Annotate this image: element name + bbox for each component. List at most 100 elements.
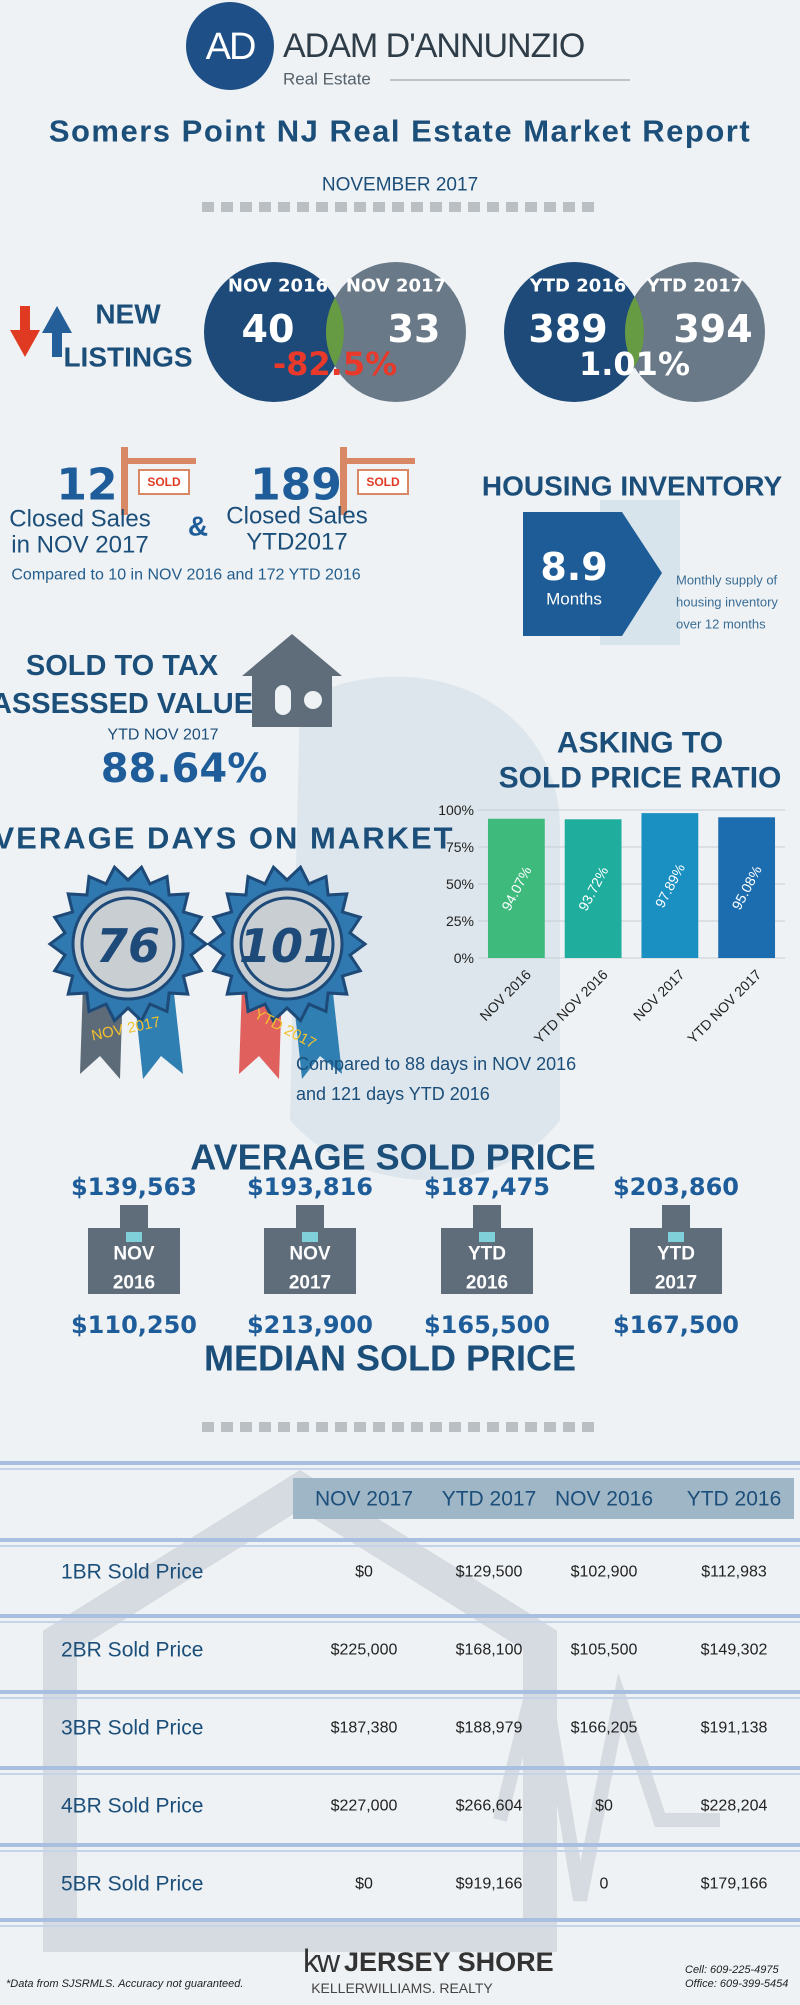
sign-arm [121, 458, 196, 464]
inventory-box [523, 512, 662, 636]
brand-name: ADAM D'ANNUNZIO [283, 27, 584, 65]
y-tick-label: 25% [446, 913, 474, 929]
venn-right [326, 262, 466, 402]
closed-value: 189 [250, 460, 342, 511]
table-cell: $919,166 [456, 1876, 523, 1893]
inventory-note: housing inventory [676, 595, 778, 610]
dash [240, 1422, 252, 1432]
row-label: 5BR Sold Price [61, 1873, 203, 1896]
inventory-note: Monthly supply of [676, 573, 778, 588]
closed-label: Closed Sales [226, 503, 367, 530]
table-cell: $168,100 [456, 1642, 523, 1659]
table-cell: $187,380 [331, 1720, 398, 1737]
listings-label: LISTINGS [63, 342, 192, 373]
table-rule [0, 1621, 800, 1623]
badge-value: 101 [239, 919, 335, 973]
table-cell: $149,302 [701, 1642, 768, 1659]
table-rule [0, 1614, 800, 1618]
table-header: NOV 2016 [555, 1488, 653, 1511]
table-header: NOV 2017 [315, 1488, 413, 1511]
dash [335, 202, 347, 212]
dash [506, 202, 518, 212]
bar [487, 818, 545, 958]
building-label: NOV [289, 1244, 331, 1265]
table-cell: $191,138 [701, 1720, 768, 1737]
kw-sub: KELLERWILLIAMS. REALTY [311, 1980, 493, 1996]
dom-title: AVERAGE DAYS ON MARKET [0, 821, 455, 856]
table-header: YTD 2016 [687, 1488, 782, 1511]
dash [411, 1422, 423, 1432]
dash [430, 202, 442, 212]
dash [582, 1422, 594, 1432]
watermark-house [43, 1469, 557, 1952]
table-rule [0, 1461, 800, 1465]
tax-door [275, 685, 291, 715]
dash [392, 202, 404, 212]
dash [430, 1422, 442, 1432]
venn-value: 389 [528, 307, 607, 351]
building-window [668, 1232, 684, 1242]
dash [525, 202, 537, 212]
dash [240, 202, 252, 212]
median-price: $110,250 [71, 1311, 197, 1339]
table-rule [0, 1766, 800, 1770]
dash [449, 202, 461, 212]
y-tick-label: 100% [438, 802, 474, 818]
arrow-up [42, 306, 72, 357]
tax-value: 88.64% [101, 746, 268, 792]
dash [563, 1422, 575, 1432]
table-cell: $179,166 [701, 1876, 768, 1893]
venn-label: NOV 2016 [228, 276, 328, 297]
median-title: MEDIAN SOLD PRICE [204, 1338, 576, 1379]
chart-title: SOLD PRICE RATIO [499, 762, 782, 795]
building-label: YTD [468, 1244, 506, 1265]
table-cell: $112,983 [701, 1564, 767, 1581]
row-label: 4BR Sold Price [61, 1795, 203, 1818]
watermark-line [493, 1658, 720, 1902]
closed-comparison: Compared to 10 in NOV 2016 and 172 YTD 2… [11, 567, 360, 584]
closed-value: 12 [56, 460, 117, 511]
dash [316, 202, 328, 212]
listings-label: NEW [95, 299, 161, 330]
dash [449, 1422, 461, 1432]
table-cell: $166,205 [571, 1720, 638, 1737]
table-cell: $228,204 [701, 1798, 768, 1815]
kw-logo: kw [303, 1943, 341, 1979]
ampersand: & [188, 511, 208, 542]
badge-ring [239, 896, 335, 992]
footer-note: *Data from SJSRMLS. Accuracy not guarant… [6, 1978, 243, 1990]
table-cell: $227,000 [331, 1798, 398, 1815]
y-tick-label: 75% [446, 839, 474, 855]
row-label: 1BR Sold Price [61, 1561, 203, 1584]
average-price: $203,860 [613, 1173, 739, 1201]
kw-brand: JERSEY SHORE [344, 1947, 554, 1977]
dash [544, 1422, 556, 1432]
badge-inner [230, 887, 344, 1001]
y-tick-label: 50% [446, 876, 474, 892]
dash [297, 202, 309, 212]
inventory-unit: Months [546, 590, 602, 609]
dash [335, 1422, 347, 1432]
sign-text: SOLD [147, 475, 181, 489]
table-rule [0, 1925, 800, 1927]
row-label: 3BR Sold Price [61, 1717, 203, 1740]
badge-value: 76 [96, 919, 160, 973]
table-cell: $266,604 [456, 1798, 523, 1815]
building-label: 2016 [113, 1273, 155, 1294]
y-tick-label: 0% [454, 950, 474, 966]
tax-title: ASSESSED VALUE [0, 688, 253, 720]
dash [411, 202, 423, 212]
sign-text: SOLD [366, 475, 400, 489]
venn-value: 394 [673, 307, 752, 351]
median-price: $167,500 [613, 1311, 739, 1339]
dom-comparison: Compared to 88 days in NOV 2016 [296, 1054, 576, 1074]
table-cell: $0 [355, 1564, 373, 1581]
table-cell: $188,979 [456, 1720, 523, 1737]
dash [563, 202, 575, 212]
table-cell: $0 [355, 1876, 373, 1893]
chart-title: ASKING TO [557, 727, 723, 760]
average-price: $187,475 [424, 1173, 550, 1201]
building-window [479, 1232, 495, 1242]
building-window [302, 1232, 318, 1242]
badge-inner [71, 887, 185, 1001]
